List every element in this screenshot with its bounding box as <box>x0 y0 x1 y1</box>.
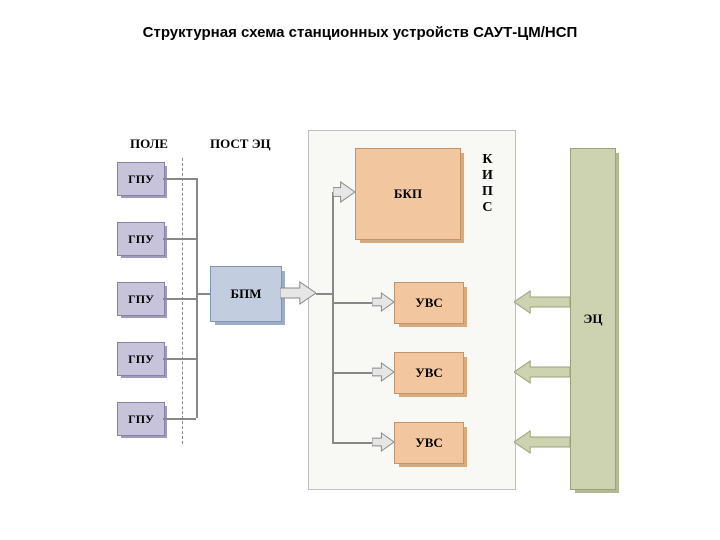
inner-branch-arrow-4 <box>372 431 394 453</box>
ec-block: ЭЦ <box>570 148 616 490</box>
kips-label: КИПС <box>482 152 493 216</box>
kips-char: С <box>482 200 492 216</box>
inner-branch-2 <box>332 302 372 304</box>
bkp-block: БКП <box>355 148 461 240</box>
kips-char: К <box>482 152 492 168</box>
zone-divider <box>182 158 183 444</box>
gpu-branch-5 <box>163 418 196 420</box>
kips-char: И <box>482 168 493 184</box>
diagram-title: Структурная схема станционных устройств … <box>0 24 720 41</box>
gpu-block-3: ГПУ <box>117 282 165 316</box>
gpu-branch-1 <box>163 178 196 180</box>
bpm-out-arrow <box>280 280 316 306</box>
gpu-block-4: ГПУ <box>117 342 165 376</box>
uvs-block-1: УВС <box>394 282 464 324</box>
uvs-block-3: УВС <box>394 422 464 464</box>
ec-arrow-1 <box>514 289 570 315</box>
kips-char: П <box>482 184 493 200</box>
gpu-block-2: ГПУ <box>117 222 165 256</box>
gpu-branch-4 <box>163 358 196 360</box>
bpm-block: БПМ <box>210 266 282 322</box>
ec-arrow-3 <box>514 429 570 455</box>
gpu-branch-2 <box>163 238 196 240</box>
inner-bus-entry <box>316 293 332 295</box>
gpu-bus-trunk <box>196 178 198 418</box>
inner-branch-4 <box>332 442 372 444</box>
inner-branch-arrow-1 <box>333 180 355 204</box>
ec-arrow-2 <box>514 359 570 385</box>
section-label-pole: ПОЛЕ <box>130 136 168 152</box>
gpu-block-5: ГПУ <box>117 402 165 436</box>
gpu-block-1: ГПУ <box>117 162 165 196</box>
inner-branch-arrow-3 <box>372 361 394 383</box>
inner-branch-arrow-2 <box>372 291 394 313</box>
inner-bus-trunk <box>332 192 334 442</box>
gpu-to-bpm <box>196 293 210 295</box>
section-label-post: ПОСТ ЭЦ <box>210 136 271 152</box>
gpu-branch-3 <box>163 298 196 300</box>
inner-branch-3 <box>332 372 372 374</box>
uvs-block-2: УВС <box>394 352 464 394</box>
